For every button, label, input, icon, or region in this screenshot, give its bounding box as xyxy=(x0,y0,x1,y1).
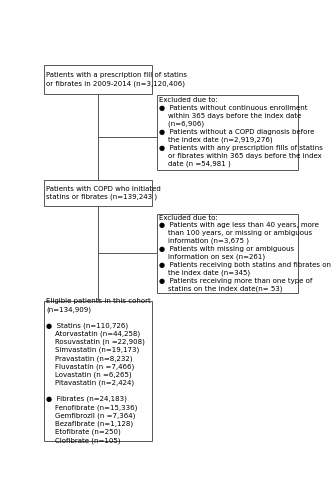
Text: Excluded due to:
●  Patients without continuous enrollment
    within 365 days b: Excluded due to: ● Patients without cont… xyxy=(159,98,323,167)
FancyBboxPatch shape xyxy=(44,300,152,441)
Text: Excluded due to:
●  Patients with age less than 40 years, more
    than 100 year: Excluded due to: ● Patients with age les… xyxy=(159,214,331,292)
Text: Patients with a prescription fill of statins
or fibrates in 2009-2014 (n=3,120,4: Patients with a prescription fill of sta… xyxy=(46,72,187,86)
FancyBboxPatch shape xyxy=(157,214,298,293)
Text: Patients with COPD who initiated
statins or fibrates (n=139,243 ): Patients with COPD who initiated statins… xyxy=(46,186,161,200)
FancyBboxPatch shape xyxy=(44,180,152,206)
Text: Eligible patients in this cohort
(n=134,909)

●  Statins (n=110,726)
    Atorvas: Eligible patients in this cohort (n=134,… xyxy=(46,298,151,444)
FancyBboxPatch shape xyxy=(157,94,298,170)
FancyBboxPatch shape xyxy=(44,65,152,94)
